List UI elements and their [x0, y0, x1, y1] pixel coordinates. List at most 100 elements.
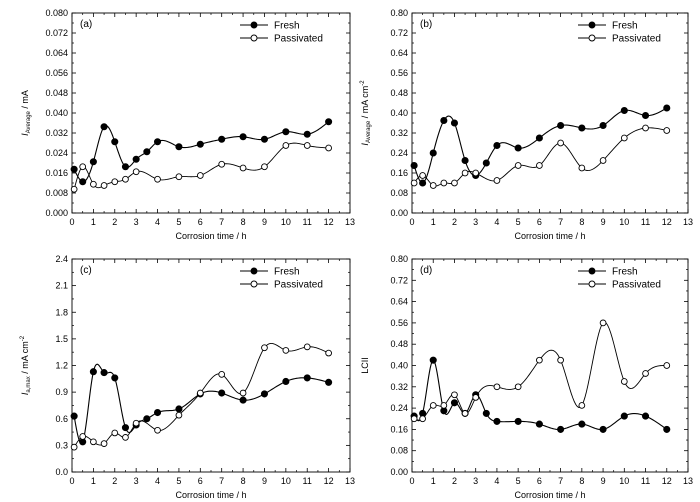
data-point-fresh — [663, 104, 671, 112]
plot-frame — [71, 258, 351, 473]
data-point-passivated — [451, 391, 458, 399]
x-axis-label: Corrosion time / h — [514, 490, 585, 500]
x-tick-label: 9 — [262, 217, 267, 227]
data-point-fresh — [143, 415, 151, 423]
x-tick-label: 6 — [198, 476, 203, 486]
y-axis-label-subscript: a,max — [26, 376, 32, 392]
data-point-fresh — [482, 159, 490, 167]
y-tick-label: 0.56 — [390, 68, 408, 78]
x-tick-label: 2 — [452, 476, 457, 486]
data-point-fresh — [493, 141, 501, 150]
data-point-passivated — [79, 433, 87, 440]
y-axis-label-subscript: Average — [366, 120, 372, 143]
data-point-fresh — [514, 417, 522, 425]
x-tick-label: 9 — [601, 476, 606, 486]
y-tick-label: 0.48 — [390, 339, 408, 349]
data-point-fresh — [429, 356, 437, 364]
data-point-fresh — [325, 118, 333, 126]
data-point-fresh — [132, 155, 140, 163]
data-point-fresh — [121, 424, 130, 432]
legend-label: Passivated — [274, 280, 323, 291]
data-point-passivated — [410, 415, 418, 423]
data-point-passivated — [440, 402, 448, 409]
x-tick-label: 8 — [579, 217, 584, 227]
legend-marker — [250, 21, 258, 29]
data-point-fresh — [578, 420, 586, 428]
data-point-passivated — [218, 371, 226, 378]
x-axis-label: Corrosion time / h — [175, 490, 246, 500]
data-point-fresh — [111, 374, 119, 382]
y-tick-label: 1.8 — [55, 307, 68, 317]
data-point-passivated — [196, 172, 204, 179]
x-tick-label: 7 — [558, 476, 563, 486]
y-tick-label: 0.056 — [45, 68, 68, 78]
x-tick-label: 13 — [345, 217, 355, 227]
y-tick-label: 0.032 — [45, 128, 68, 138]
data-point-passivated — [663, 362, 671, 369]
chart-panel: 0 1 2 3 4 5 6 7 8 9 10 11 12 130.0000.0080.0160.0240.… — [20, 8, 355, 241]
data-point-passivated — [122, 175, 129, 183]
data-point-passivated — [620, 134, 628, 142]
data-point-passivated — [419, 415, 426, 423]
x-axis-label: Corrosion time / h — [514, 231, 585, 241]
y-axis-label-main: LCII — [360, 357, 370, 374]
data-point-fresh — [429, 149, 437, 157]
y-tick-label: 0.24 — [390, 403, 408, 413]
x-tick-label: 5 — [176, 476, 181, 486]
data-point-fresh — [450, 399, 459, 407]
data-point-fresh — [196, 140, 204, 148]
data-point-passivated — [536, 356, 543, 364]
x-tick-label: 12 — [324, 476, 334, 486]
y-axis-label-subscript: Average — [26, 110, 32, 133]
panel-label: (c) — [80, 265, 92, 276]
x-tick-label: 3 — [473, 217, 478, 227]
y-tick-label: 0.40 — [390, 361, 408, 371]
y-tick-label: 0.064 — [45, 48, 68, 58]
series-line-passivated — [73, 343, 329, 448]
data-point-fresh — [70, 412, 78, 420]
x-tick-label: 7 — [558, 217, 563, 227]
x-tick-label: 10 — [619, 217, 629, 227]
x-tick-label: 9 — [262, 476, 267, 486]
y-axis-label: LCII — [360, 357, 370, 374]
x-tick-label: 8 — [241, 476, 246, 486]
data-point-fresh — [663, 425, 671, 433]
y-tick-label: 1.5 — [55, 334, 68, 344]
data-point-passivated — [79, 163, 87, 171]
data-point-fresh — [641, 412, 650, 420]
data-point-passivated — [303, 343, 311, 351]
data-point-passivated — [100, 440, 108, 447]
x-tick-label: 2 — [112, 217, 117, 227]
panel-label: (a) — [80, 19, 92, 30]
y-axis-label: IAverage / mA — [20, 90, 32, 136]
series-line-passivated — [413, 321, 667, 421]
y-tick-label: 0.9 — [55, 387, 68, 397]
x-tick-label: 13 — [345, 476, 355, 486]
x-tick-label: 6 — [198, 217, 203, 227]
data-point-passivated — [122, 434, 129, 441]
x-tick-label: 11 — [303, 217, 312, 227]
data-point-passivated — [536, 162, 543, 169]
x-tick-label: 7 — [219, 476, 224, 486]
y-axis-label-main: I — [360, 143, 370, 146]
data-point-passivated — [175, 411, 183, 419]
data-point-fresh — [153, 408, 162, 417]
x-tick-label: 12 — [324, 217, 334, 227]
x-tick-label: 11 — [303, 476, 312, 486]
legend-marker — [250, 34, 258, 42]
data-point-passivated — [261, 163, 268, 171]
y-tick-label: 0.64 — [390, 48, 408, 58]
x-tick-label: 1 — [91, 217, 96, 227]
data-point-passivated — [514, 383, 522, 391]
x-tick-label: 5 — [176, 217, 181, 227]
x-tick-label: 3 — [134, 217, 139, 227]
y-axis-label-superscript: -2 — [360, 80, 366, 86]
x-tick-label: 4 — [155, 217, 160, 227]
x-tick-label: 8 — [579, 476, 584, 486]
legend-label: Fresh — [274, 267, 300, 278]
data-point-fresh — [535, 134, 543, 142]
legend-label: Passivated — [612, 34, 661, 45]
x-axis-label: Corrosion time / h — [175, 231, 246, 241]
y-axis-label: IAverage / mA cm-2 — [360, 80, 372, 146]
y-tick-label: 0.32 — [390, 382, 408, 392]
